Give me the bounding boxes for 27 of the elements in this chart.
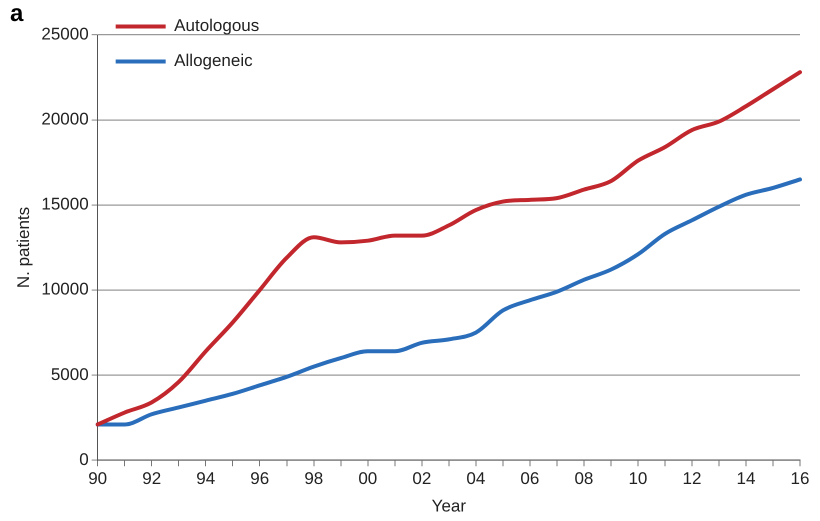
x-tick-label: 90 [88, 469, 108, 488]
x-axis-title: Year [432, 496, 466, 516]
y-tick-label: 20000 [41, 110, 89, 129]
x-tick-label: 16 [790, 469, 810, 488]
y-axis-title: N. patients [14, 206, 33, 288]
x-tick-label: 92 [142, 469, 162, 488]
x-tick-label: 14 [736, 469, 756, 488]
y-tick-label: 5000 [50, 364, 89, 384]
y-tick-label: 0 [79, 450, 89, 469]
y-tick-label: 10000 [41, 280, 89, 299]
x-tick-label: 02 [412, 469, 432, 488]
x-tick-label: 10 [628, 469, 648, 488]
legend-label: Autologous [174, 16, 260, 36]
line-series [96, 70, 802, 426]
y-tick-label: 25000 [41, 24, 89, 44]
x-tick-label: 06 [520, 469, 540, 488]
x-tick-label: 98 [304, 469, 324, 488]
line-series [96, 177, 802, 426]
x-tick-label: 04 [466, 469, 486, 488]
x-tick-label: 00 [358, 469, 378, 488]
x-tick-label: 08 [574, 469, 594, 488]
x-tick-label: 94 [196, 469, 216, 488]
y-tick-label: 15000 [41, 194, 89, 214]
x-tick-label: 96 [250, 469, 270, 488]
chart-title: a [10, 0, 24, 28]
legend-label: Allogeneic [174, 51, 254, 70]
x-tick-label: 12 [682, 469, 702, 488]
